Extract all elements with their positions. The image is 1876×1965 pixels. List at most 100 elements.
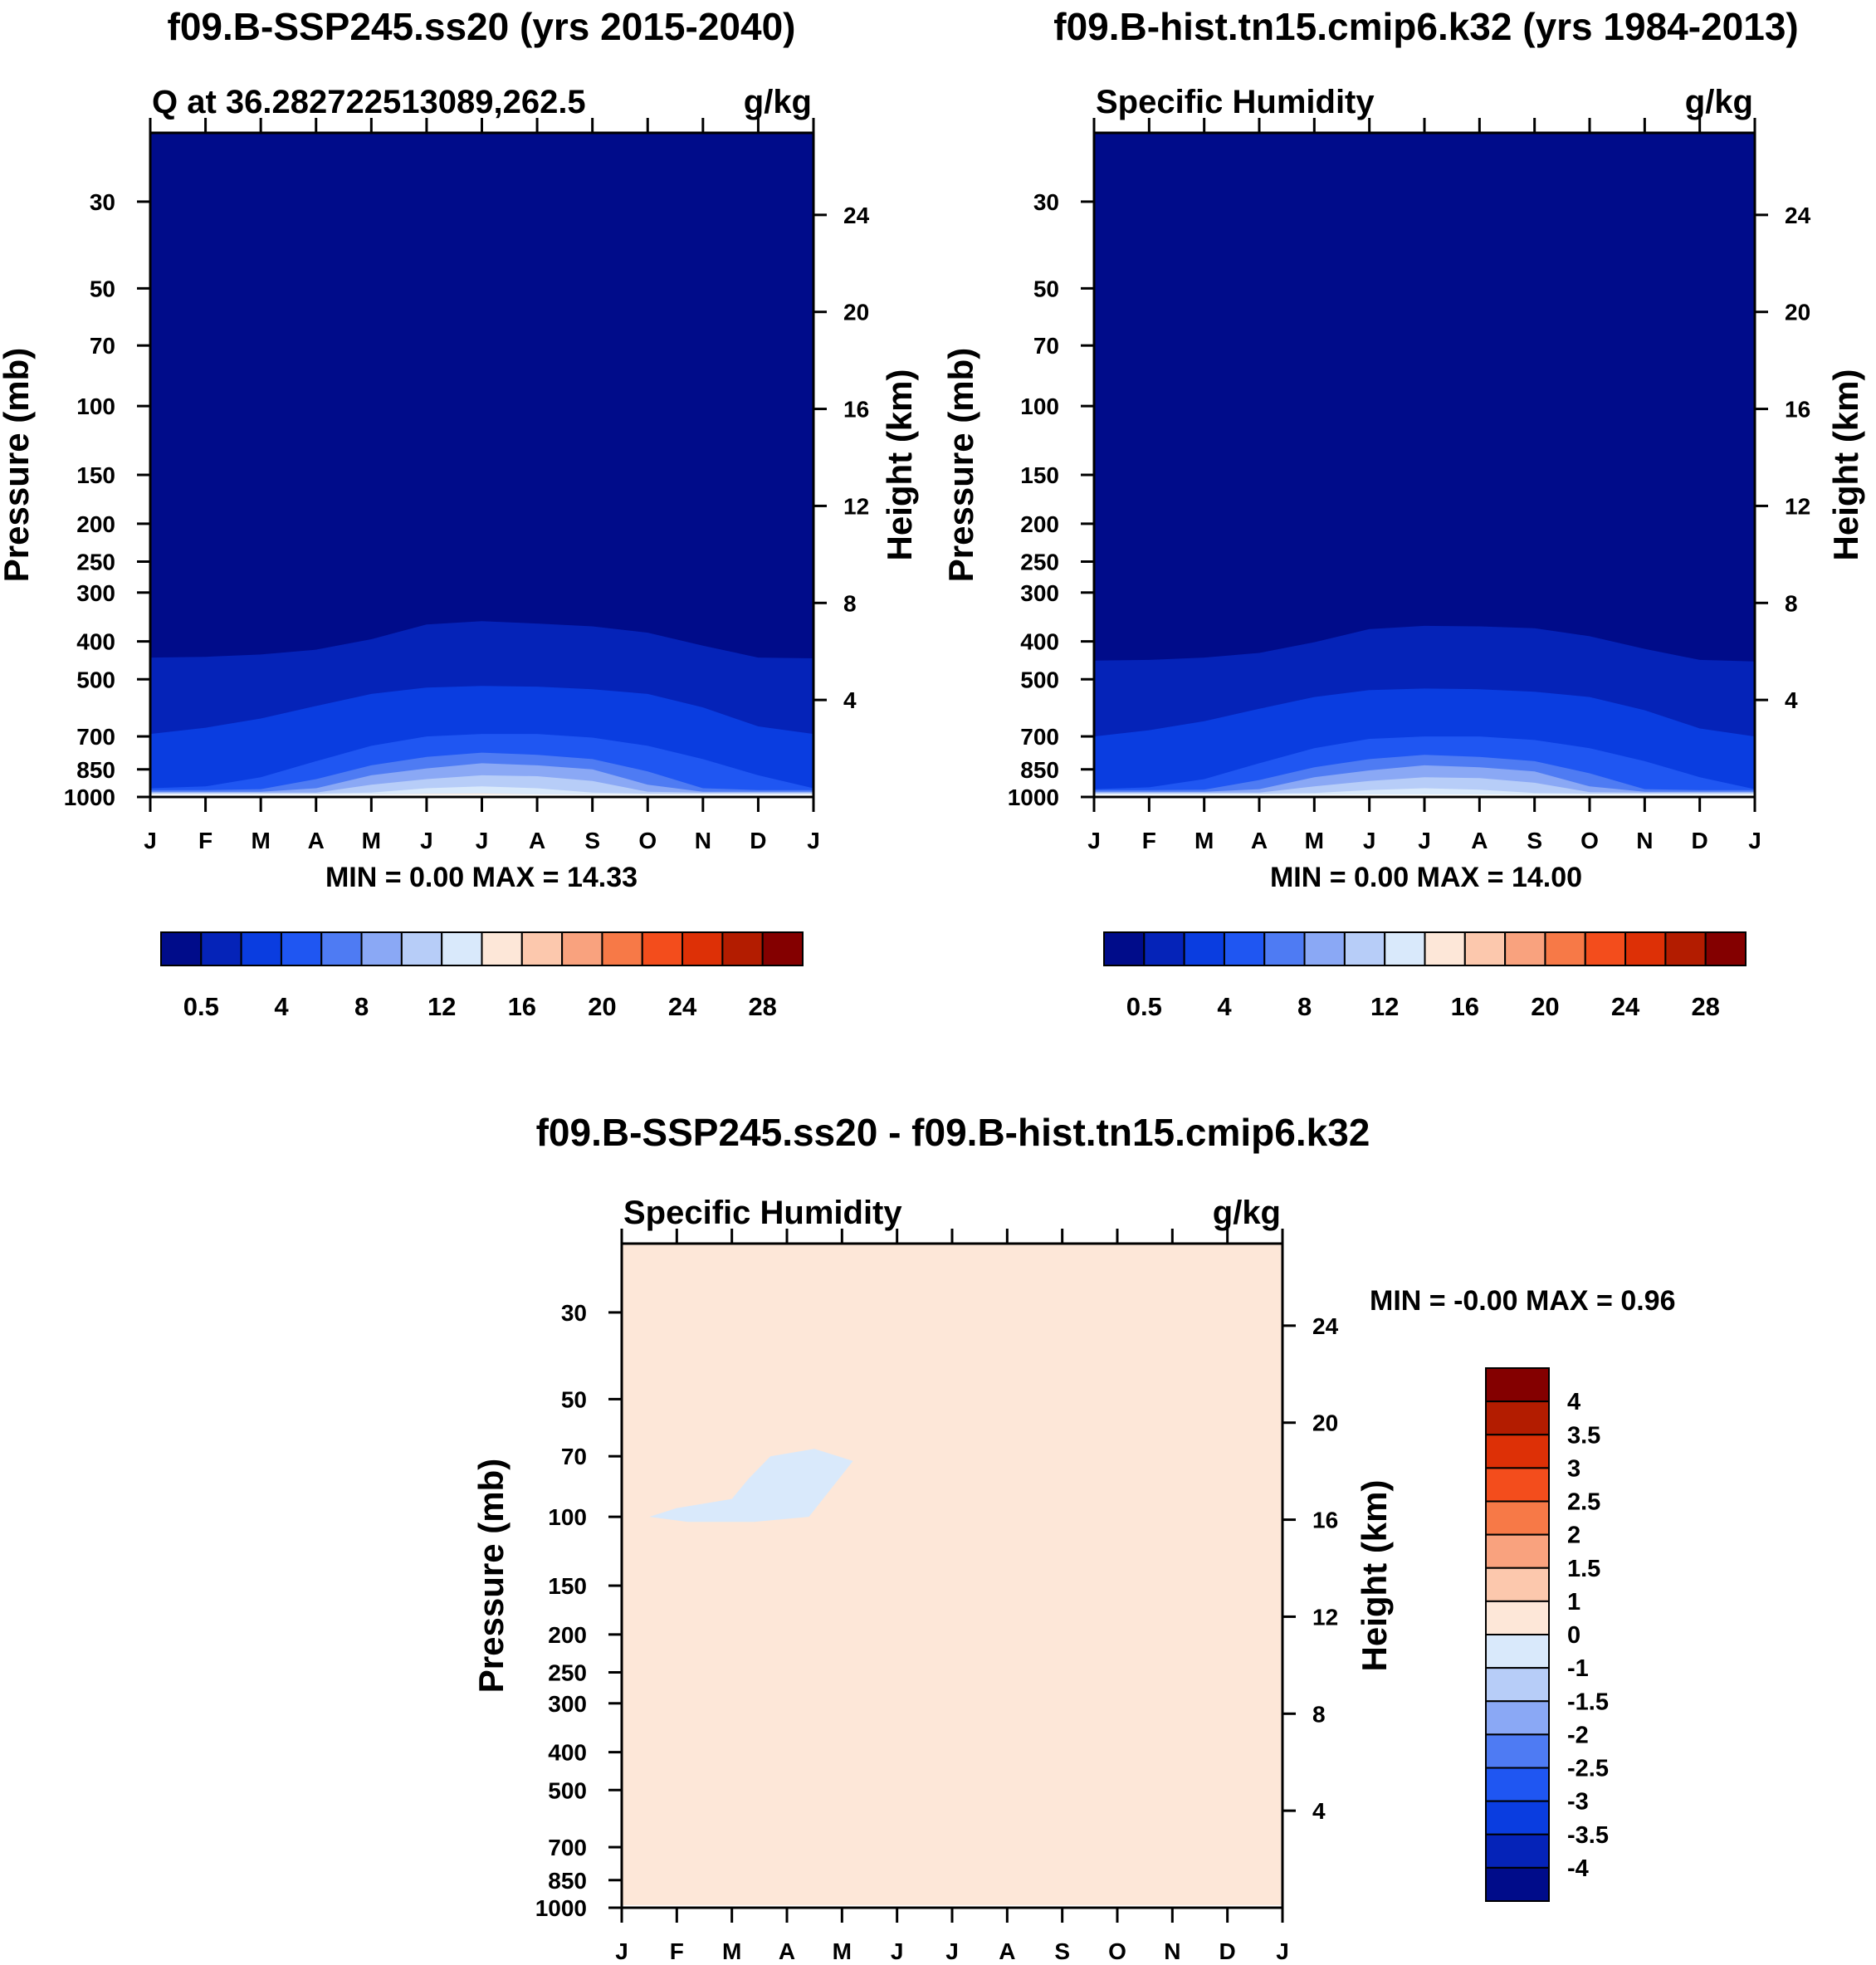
x-tick-label: O (1108, 1938, 1126, 1964)
y-tick-label: 100 (76, 393, 115, 419)
x-tick-label: S (584, 828, 600, 853)
colorbar-label: 8 (354, 992, 369, 1021)
x-tick-label: M (1305, 828, 1324, 853)
x-tick-label: A (1251, 828, 1268, 853)
y2-tick-label: 8 (1785, 590, 1798, 616)
y-tick-label: 700 (548, 1835, 587, 1860)
min-max-stats: MIN = 0.00 MAX = 14.00 (1270, 862, 1582, 893)
colorbar-box (1485, 1533, 1550, 1569)
colorbar-box (1303, 931, 1346, 966)
y-tick-label: 70 (1033, 333, 1059, 359)
y-tick-label: 300 (76, 580, 115, 606)
colorbar-box (1485, 1667, 1550, 1703)
colorbar-box (761, 931, 804, 966)
y-tick-label: 500 (548, 1777, 587, 1803)
panel-future-climatology: f09.B-SSP245.ss20 (yrs 2015-2040) Q at 36… (0, 5, 919, 1021)
y-tick-label: 250 (548, 1660, 587, 1686)
y-tick-label: 70 (90, 333, 115, 359)
colorbar-box (1223, 931, 1266, 966)
x-tick-label: D (750, 828, 766, 853)
colorbar-label: -3.5 (1567, 1822, 1609, 1849)
y2-tick-label: 20 (1312, 1410, 1338, 1436)
colorbar-box (1183, 931, 1225, 966)
colorbar-label: 3 (1567, 1455, 1580, 1482)
y-tick-label: 300 (1020, 580, 1059, 606)
colorbar-label: 4 (1217, 992, 1232, 1021)
colorbar-label: 24 (668, 992, 697, 1021)
colorbar-box (682, 931, 724, 966)
y-tick-label: 700 (76, 724, 115, 750)
y-tick-label: 50 (1033, 276, 1059, 301)
y-tick-label: 200 (76, 511, 115, 537)
colorbar-box (1485, 1400, 1550, 1436)
y-tick-label: 250 (1020, 550, 1059, 575)
panel-subtitle-left: Specific Humidity (623, 1195, 902, 1231)
colorbar-box (1103, 931, 1146, 966)
colorbar-box (1263, 931, 1306, 966)
x-tick-label: N (1636, 828, 1653, 853)
contour-band (1094, 777, 1755, 797)
colorbar-label: 1 (1567, 1589, 1580, 1616)
y-tick-label: 500 (76, 667, 115, 692)
colorbar-label: -2 (1567, 1722, 1589, 1748)
colorbar-label: 12 (427, 992, 456, 1021)
colorbar-label: -1.5 (1567, 1689, 1609, 1715)
y-axis-label: Pressure (mb) (941, 348, 980, 582)
colorbar-label: 4 (274, 992, 289, 1021)
x-tick-label: J (945, 1938, 959, 1964)
y-tick-label: 850 (76, 757, 115, 783)
colorbar-box (561, 931, 603, 966)
x-tick-label: J (476, 828, 489, 853)
x-tick-label: M (722, 1938, 741, 1964)
colorbar-label: 12 (1370, 992, 1399, 1021)
colorbar-box (1424, 931, 1466, 966)
panel-historical-climatology: f09.B-hist.tn15.cmip6.k32 (yrs 1984-2013… (941, 5, 1865, 1021)
y-tick-label: 30 (561, 1300, 587, 1326)
colorbar-box (280, 931, 323, 966)
x-tick-label: J (1087, 828, 1101, 853)
surface-band (1094, 794, 1755, 797)
x-tick-label: J (1276, 1938, 1289, 1964)
colorbar-box (1463, 931, 1507, 966)
colorbar-box (1485, 1700, 1550, 1736)
y2-tick-label: 16 (1785, 397, 1810, 423)
colorbar-label: 0.5 (183, 992, 219, 1021)
y2-axis-label: Height (km) (880, 369, 919, 561)
y-tick-label: 500 (1020, 667, 1059, 692)
y-tick-label: 250 (76, 550, 115, 575)
y-tick-label: 30 (90, 189, 115, 215)
y-axis-label: Pressure (mb) (471, 1459, 511, 1693)
y-tick-label: 100 (548, 1504, 587, 1530)
colorbar-box (481, 931, 523, 966)
y2-tick-label: 12 (1312, 1604, 1338, 1630)
y2-tick-label: 24 (843, 203, 870, 228)
y2-tick-label: 24 (1785, 203, 1811, 228)
min-max-stats: MIN = 0.00 MAX = 14.33 (325, 862, 638, 893)
y-tick-label: 400 (1020, 629, 1059, 655)
contour-fills (1094, 133, 1755, 797)
y-tick-label: 100 (1020, 393, 1059, 419)
colorbar-box (1704, 931, 1747, 966)
x-tick-label: D (1692, 828, 1708, 853)
colorbar-box (1664, 931, 1707, 966)
panel-title: f09.B-SSP245.ss20 - f09.B-hist.tn15.cmip… (536, 1111, 1370, 1154)
panel-units: g/kg (1685, 84, 1753, 120)
colorbar-box (1485, 1800, 1550, 1835)
colorbar-box (1485, 1467, 1550, 1503)
y2-tick-label: 20 (1785, 300, 1810, 325)
x-tick-label: J (891, 1938, 904, 1964)
x-tick-label: J (1363, 828, 1376, 853)
panel-title: f09.B-SSP245.ss20 (yrs 2015-2040) (168, 5, 796, 48)
x-tick-label: J (807, 828, 820, 853)
colorbar-box (320, 931, 363, 966)
y-tick-label: 70 (561, 1444, 587, 1469)
y-tick-label: 150 (548, 1573, 587, 1599)
x-tick-label: F (670, 1938, 684, 1964)
y-tick-label: 1000 (1008, 785, 1059, 810)
colorbar-box (1343, 931, 1386, 966)
colorbar-label: 24 (1611, 992, 1640, 1021)
y-tick-label: 850 (1020, 757, 1059, 783)
colorbar-box (441, 931, 483, 966)
colorbar-label: 16 (508, 992, 536, 1021)
colorbar-box (520, 931, 564, 966)
